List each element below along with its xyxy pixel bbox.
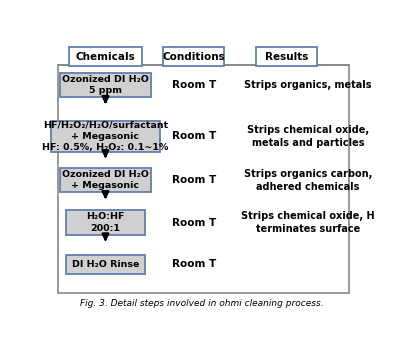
Bar bbox=[58, 65, 349, 293]
Text: Strips chemical oxide,
metals and particles: Strips chemical oxide, metals and partic… bbox=[247, 125, 369, 148]
Text: HF/H₂O₂/H₂O/surfactant
+ Megasonic
HF: 0.5%, H₂O₂: 0.1~1%: HF/H₂O₂/H₂O/surfactant + Megasonic HF: 0… bbox=[42, 120, 169, 152]
Bar bbox=[66, 255, 145, 274]
Text: Strips organics, metals: Strips organics, metals bbox=[244, 80, 372, 90]
Bar bbox=[51, 121, 160, 152]
Bar bbox=[69, 47, 142, 66]
Bar bbox=[256, 47, 317, 66]
Text: DI H₂O Rinse: DI H₂O Rinse bbox=[72, 260, 139, 269]
Bar bbox=[60, 168, 151, 193]
Text: Room T: Room T bbox=[172, 218, 216, 228]
Bar bbox=[163, 47, 224, 66]
Text: Room T: Room T bbox=[172, 131, 216, 141]
Bar bbox=[66, 210, 145, 235]
Text: Room T: Room T bbox=[172, 175, 216, 185]
Text: Room T: Room T bbox=[172, 259, 216, 270]
Text: Conditions: Conditions bbox=[162, 52, 225, 62]
Text: Room T: Room T bbox=[172, 80, 216, 90]
Text: H₂O:HF
200:1: H₂O:HF 200:1 bbox=[86, 212, 125, 233]
Text: Strips chemical oxide, H
terminates surface: Strips chemical oxide, H terminates surf… bbox=[241, 211, 375, 234]
Text: Ozonized DI H₂O
5 ppm: Ozonized DI H₂O 5 ppm bbox=[62, 75, 149, 95]
Text: Strips organics carbon,
adhered chemicals: Strips organics carbon, adhered chemical… bbox=[244, 169, 372, 192]
Bar bbox=[60, 73, 151, 97]
Text: Fig. 3. Detail steps involved in ohmi cleaning process.: Fig. 3. Detail steps involved in ohmi cl… bbox=[80, 300, 323, 308]
Text: Ozonized DI H₂O
+ Megasonic: Ozonized DI H₂O + Megasonic bbox=[62, 170, 149, 190]
Text: Results: Results bbox=[265, 52, 309, 62]
Text: Chemicals: Chemicals bbox=[75, 52, 135, 62]
